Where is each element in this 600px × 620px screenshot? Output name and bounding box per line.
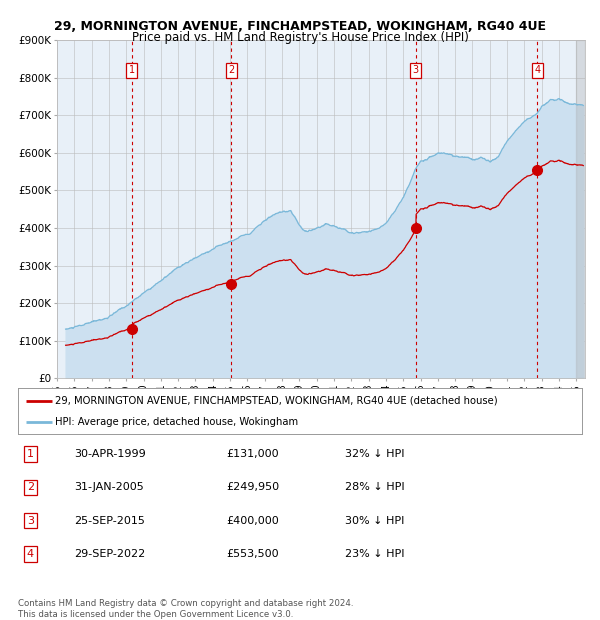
Text: 30% ↓ HPI: 30% ↓ HPI (345, 516, 404, 526)
Text: 1: 1 (27, 449, 34, 459)
Text: £553,500: £553,500 (227, 549, 280, 559)
Text: 3: 3 (27, 516, 34, 526)
Text: 31-JAN-2005: 31-JAN-2005 (74, 482, 144, 492)
Text: 29-SEP-2022: 29-SEP-2022 (74, 549, 146, 559)
Text: HPI: Average price, detached house, Wokingham: HPI: Average price, detached house, Woki… (55, 417, 298, 427)
Text: 28% ↓ HPI: 28% ↓ HPI (345, 482, 405, 492)
Text: 2: 2 (27, 482, 34, 492)
Text: £131,000: £131,000 (227, 449, 280, 459)
Text: 32% ↓ HPI: 32% ↓ HPI (345, 449, 404, 459)
Text: 30-APR-1999: 30-APR-1999 (74, 449, 146, 459)
Text: 29, MORNINGTON AVENUE, FINCHAMPSTEAD, WOKINGHAM, RG40 4UE: 29, MORNINGTON AVENUE, FINCHAMPSTEAD, WO… (54, 20, 546, 33)
Text: Contains HM Land Registry data © Crown copyright and database right 2024.
This d: Contains HM Land Registry data © Crown c… (18, 600, 353, 619)
Text: 2: 2 (229, 65, 235, 76)
Text: 23% ↓ HPI: 23% ↓ HPI (345, 549, 404, 559)
Text: £249,950: £249,950 (227, 482, 280, 492)
Bar (577, 40, 585, 378)
Text: 29, MORNINGTON AVENUE, FINCHAMPSTEAD, WOKINGHAM, RG40 4UE (detached house): 29, MORNINGTON AVENUE, FINCHAMPSTEAD, WO… (55, 396, 497, 405)
Text: 4: 4 (27, 549, 34, 559)
Text: £400,000: £400,000 (227, 516, 280, 526)
Text: 1: 1 (129, 65, 135, 76)
Text: Price paid vs. HM Land Registry's House Price Index (HPI): Price paid vs. HM Land Registry's House … (131, 31, 469, 44)
Text: 4: 4 (535, 65, 541, 76)
Text: 25-SEP-2015: 25-SEP-2015 (74, 516, 145, 526)
Text: 3: 3 (413, 65, 419, 76)
